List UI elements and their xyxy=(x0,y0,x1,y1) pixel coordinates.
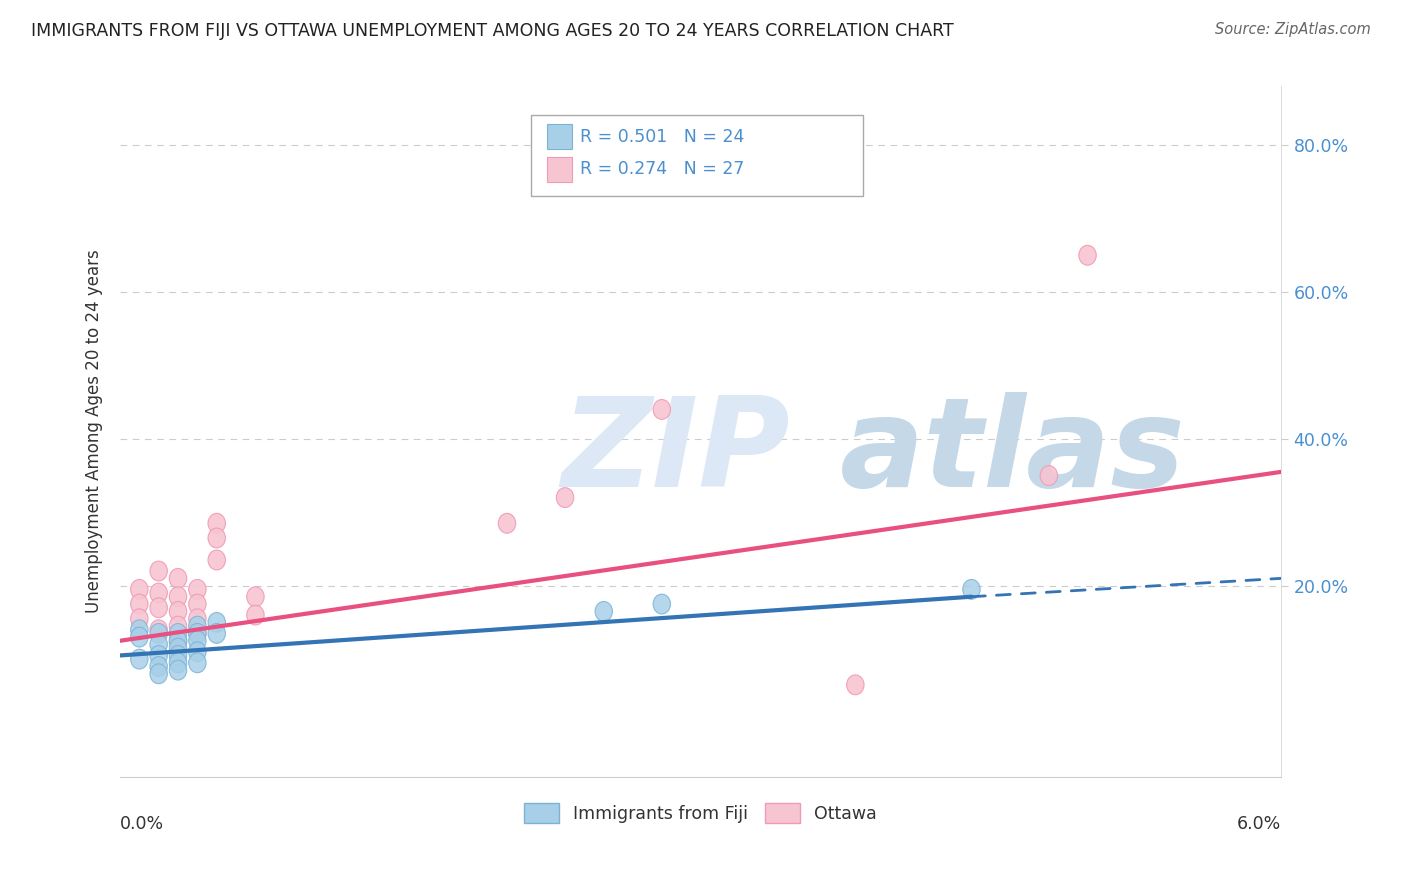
Text: IMMIGRANTS FROM FIJI VS OTTAWA UNEMPLOYMENT AMONG AGES 20 TO 24 YEARS CORRELATIO: IMMIGRANTS FROM FIJI VS OTTAWA UNEMPLOYM… xyxy=(31,22,953,40)
Ellipse shape xyxy=(208,613,225,632)
Y-axis label: Unemployment Among Ages 20 to 24 years: Unemployment Among Ages 20 to 24 years xyxy=(86,250,103,614)
Text: ZIP: ZIP xyxy=(561,392,790,513)
Ellipse shape xyxy=(169,624,187,643)
Ellipse shape xyxy=(188,580,207,599)
Ellipse shape xyxy=(169,631,187,650)
Ellipse shape xyxy=(1078,245,1097,265)
Ellipse shape xyxy=(169,646,187,665)
Ellipse shape xyxy=(150,657,167,676)
Ellipse shape xyxy=(654,400,671,419)
Ellipse shape xyxy=(557,488,574,508)
Ellipse shape xyxy=(208,528,225,548)
Text: 0.0%: 0.0% xyxy=(120,814,165,832)
Ellipse shape xyxy=(963,580,980,599)
Ellipse shape xyxy=(169,601,187,622)
Ellipse shape xyxy=(188,594,207,614)
Text: Source: ZipAtlas.com: Source: ZipAtlas.com xyxy=(1215,22,1371,37)
Ellipse shape xyxy=(208,550,225,570)
Ellipse shape xyxy=(188,642,207,662)
Ellipse shape xyxy=(1040,466,1057,485)
Ellipse shape xyxy=(169,660,187,680)
Text: R = 0.274   N = 27: R = 0.274 N = 27 xyxy=(581,160,745,178)
Ellipse shape xyxy=(169,587,187,607)
Ellipse shape xyxy=(131,649,148,669)
Ellipse shape xyxy=(131,609,148,629)
Ellipse shape xyxy=(131,594,148,614)
Ellipse shape xyxy=(498,514,516,533)
Ellipse shape xyxy=(150,561,167,581)
Ellipse shape xyxy=(188,616,207,636)
Ellipse shape xyxy=(131,620,148,640)
Ellipse shape xyxy=(150,646,167,665)
Ellipse shape xyxy=(131,627,148,647)
Ellipse shape xyxy=(150,583,167,603)
Ellipse shape xyxy=(169,638,187,658)
Ellipse shape xyxy=(188,624,207,643)
Ellipse shape xyxy=(188,653,207,673)
Ellipse shape xyxy=(169,568,187,588)
Ellipse shape xyxy=(150,624,167,643)
Ellipse shape xyxy=(654,594,671,614)
Text: atlas: atlas xyxy=(839,392,1185,513)
Legend: Immigrants from Fiji, Ottawa: Immigrants from Fiji, Ottawa xyxy=(517,797,883,830)
Ellipse shape xyxy=(208,514,225,533)
Ellipse shape xyxy=(131,580,148,599)
Ellipse shape xyxy=(150,620,167,640)
Ellipse shape xyxy=(169,631,187,650)
Ellipse shape xyxy=(150,634,167,655)
Ellipse shape xyxy=(188,631,207,650)
Ellipse shape xyxy=(150,664,167,684)
Ellipse shape xyxy=(246,605,264,625)
Text: R = 0.501   N = 24: R = 0.501 N = 24 xyxy=(581,128,745,146)
Ellipse shape xyxy=(150,598,167,617)
Ellipse shape xyxy=(246,587,264,607)
Ellipse shape xyxy=(595,601,613,622)
Ellipse shape xyxy=(846,675,865,695)
Ellipse shape xyxy=(208,624,225,643)
Ellipse shape xyxy=(188,624,207,643)
Ellipse shape xyxy=(188,609,207,629)
Ellipse shape xyxy=(169,616,187,636)
Ellipse shape xyxy=(169,653,187,673)
Text: 6.0%: 6.0% xyxy=(1237,814,1281,832)
